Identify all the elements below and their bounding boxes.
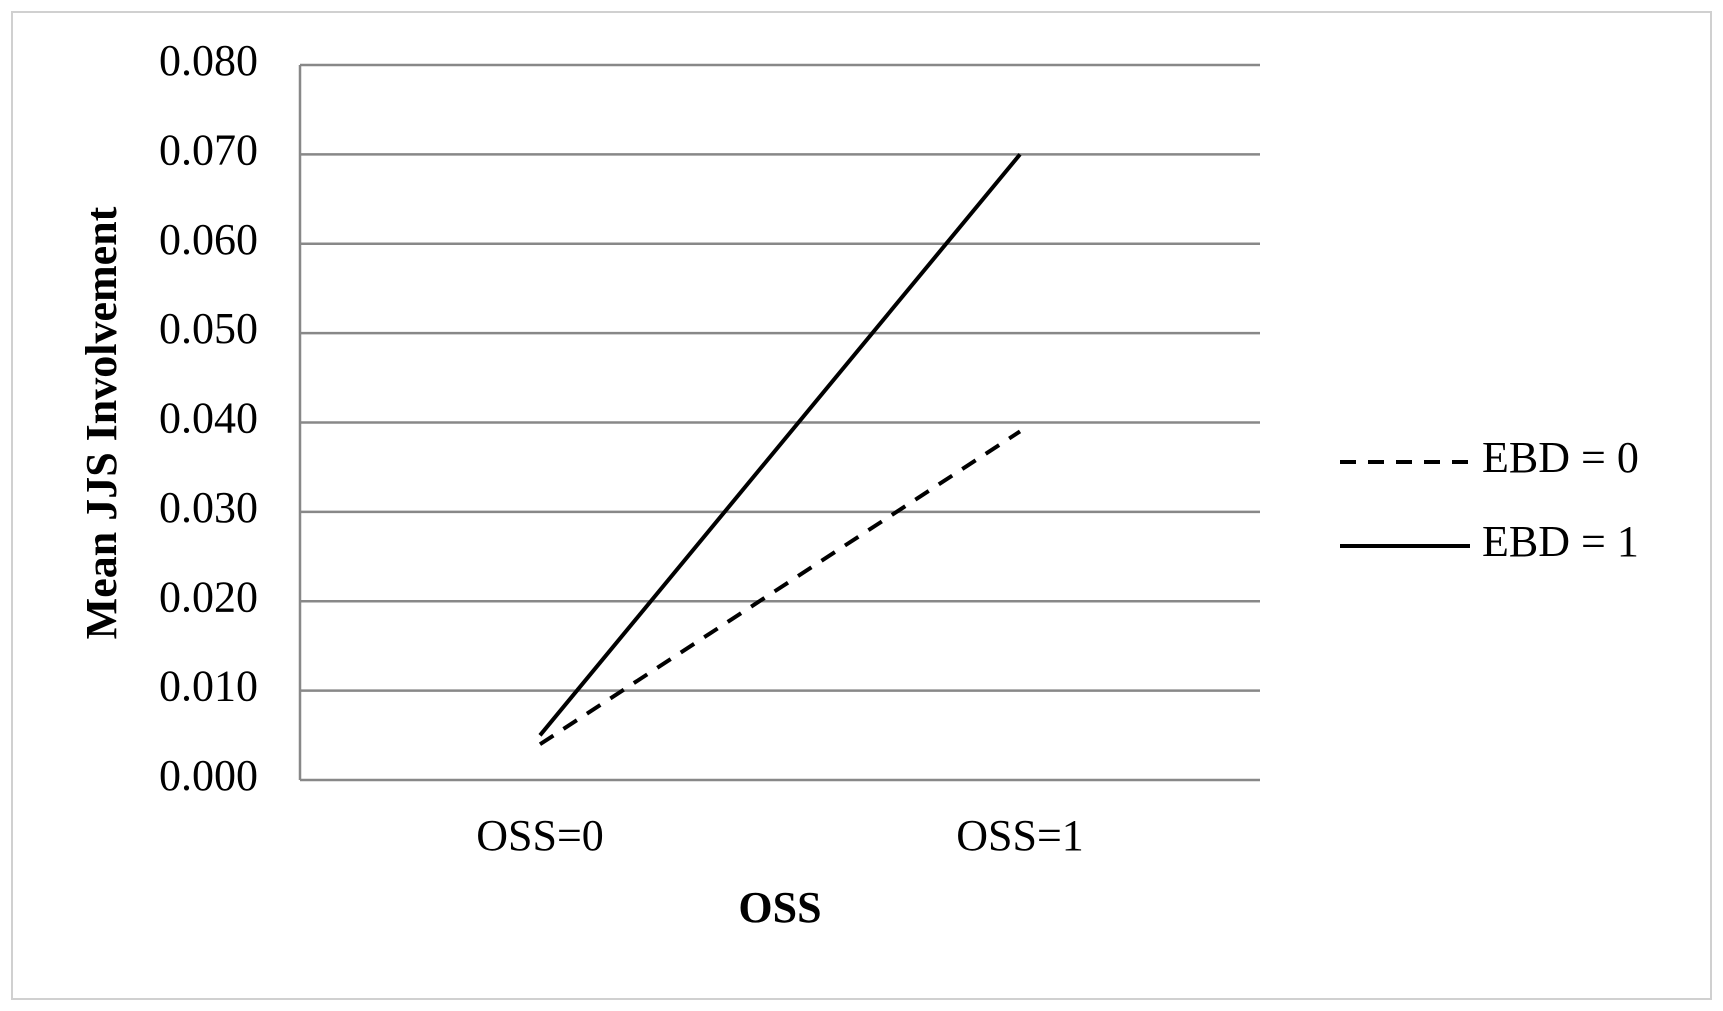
frame <box>11 11 1712 1000</box>
y-axis-title: Mean JJS Involvement <box>77 206 126 639</box>
legend-label: EBD = 0 <box>1482 433 1639 482</box>
x-axis-title: OSS <box>738 883 821 932</box>
legend-label: EBD = 1 <box>1482 517 1639 566</box>
y-tick-label: 0.070 <box>159 125 258 174</box>
y-tick-label: 0.080 <box>159 36 258 85</box>
x-tick-label: OSS=1 <box>956 811 1084 860</box>
series-line <box>538 153 1022 737</box>
y-tick-label: 0.000 <box>159 751 258 800</box>
x-tick-label: OSS=0 <box>476 811 604 860</box>
y-tick-label: 0.010 <box>159 662 258 711</box>
y-tick-label: 0.050 <box>159 304 258 353</box>
y-tick-label: 0.030 <box>159 483 258 532</box>
y-tick-label: 0.040 <box>159 394 258 443</box>
y-tick-label: 0.020 <box>159 572 258 621</box>
y-tick-label: 0.060 <box>159 215 258 264</box>
series-line <box>538 429 1022 746</box>
